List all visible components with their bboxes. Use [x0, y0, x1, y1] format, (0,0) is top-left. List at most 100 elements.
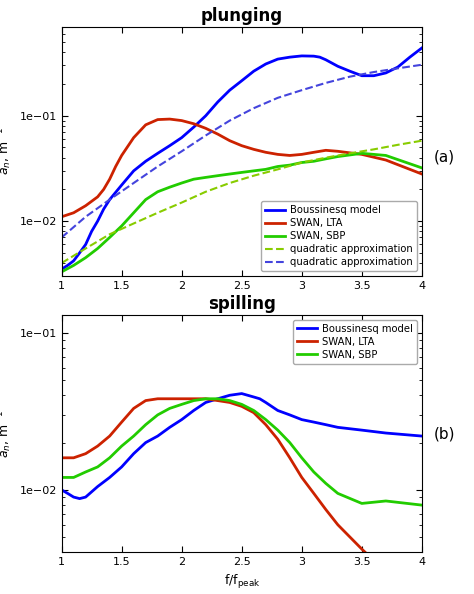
quadratic approximation: [203, 132, 209, 139]
Line: Boussinesq model: Boussinesq model: [62, 394, 422, 498]
SWAN, LTA: [311, 148, 317, 156]
SWAN, LTA: [263, 421, 269, 428]
SWAN, LTA: [143, 121, 148, 128]
quadratic approximation: [371, 68, 377, 75]
SWAN, SBP: [143, 196, 148, 203]
Line: SWAN, SBP: SWAN, SBP: [62, 153, 422, 272]
Boussinesq model: [395, 64, 401, 71]
SWAN, LTA: [107, 176, 112, 183]
Boussinesq model: [203, 399, 209, 406]
Y-axis label: $a_n$, m$^{-1}$: $a_n$, m$^{-1}$: [0, 128, 14, 175]
SWAN, LTA: [113, 163, 118, 170]
Boussinesq model: [89, 228, 94, 235]
Boussinesq model: [323, 421, 328, 428]
Boussinesq model: [227, 87, 233, 94]
SWAN, SBP: [95, 245, 100, 252]
quadratic approximation: [227, 117, 233, 124]
Boussinesq model: [215, 395, 220, 402]
Boussinesq model: [131, 450, 137, 457]
Boussinesq model: [419, 432, 425, 440]
Line: quadratic approximation: quadratic approximation: [62, 141, 422, 263]
Boussinesq model: [203, 112, 209, 119]
Boussinesq model: [257, 395, 263, 402]
SWAN, SBP: [179, 179, 184, 187]
SWAN, SBP: [215, 172, 220, 179]
Title: spilling: spilling: [208, 295, 276, 313]
SWAN, LTA: [359, 545, 365, 552]
SWAN, LTA: [383, 156, 389, 163]
SWAN, LTA: [191, 120, 197, 127]
quadratic approximation: [275, 94, 281, 102]
SWAN, SBP: [71, 262, 76, 269]
SWAN, SBP: [203, 174, 209, 181]
Boussinesq model: [287, 53, 292, 61]
SWAN, SBP: [419, 501, 425, 508]
quadratic approximation: [179, 199, 184, 206]
SWAN, LTA: [167, 115, 173, 122]
quadratic approximation: [203, 188, 209, 195]
Boussinesq model: [119, 182, 125, 189]
SWAN, LTA: [59, 213, 64, 220]
SWAN, LTA: [155, 116, 161, 123]
Boussinesq model: [227, 391, 233, 399]
SWAN, SBP: [203, 395, 209, 402]
SWAN, SBP: [167, 405, 173, 412]
Boussinesq model: [299, 52, 305, 59]
Boussinesq model: [383, 69, 389, 77]
SWAN, SBP: [191, 397, 197, 404]
quadratic approximation: [59, 234, 64, 241]
Boussinesq model: [371, 72, 377, 79]
SWAN, SBP: [383, 152, 389, 159]
SWAN, LTA: [119, 419, 125, 426]
SWAN, LTA: [299, 151, 305, 158]
SWAN, LTA: [311, 490, 317, 497]
quadratic approximation: [107, 230, 112, 238]
SWAN, LTA: [119, 152, 125, 159]
SWAN, SBP: [119, 443, 125, 450]
SWAN, LTA: [215, 131, 220, 138]
SWAN, SBP: [287, 162, 292, 169]
SWAN, LTA: [143, 397, 148, 404]
Boussinesq model: [407, 53, 413, 61]
SWAN, SBP: [263, 166, 269, 173]
SWAN, SBP: [251, 407, 256, 414]
SWAN, LTA: [239, 142, 245, 149]
SWAN, SBP: [335, 153, 341, 160]
SWAN, LTA: [203, 395, 209, 402]
SWAN, LTA: [83, 450, 89, 457]
Line: SWAN, LTA: SWAN, LTA: [62, 119, 422, 217]
SWAN, LTA: [335, 148, 341, 155]
Boussinesq model: [263, 61, 269, 68]
Boussinesq model: [155, 150, 161, 157]
Boussinesq model: [83, 494, 89, 501]
Boussinesq model: [71, 494, 76, 501]
Boussinesq model: [359, 426, 365, 434]
quadratic approximation: [131, 220, 137, 227]
quadratic approximation: [227, 179, 233, 187]
SWAN, LTA: [227, 399, 233, 406]
Legend: Boussinesq model, SWAN, LTA, SWAN, SBP, quadratic approximation, quadratic appro: Boussinesq model, SWAN, LTA, SWAN, SBP, …: [261, 201, 417, 271]
SWAN, LTA: [239, 403, 245, 410]
SWAN, SBP: [107, 234, 112, 241]
Boussinesq model: [101, 206, 107, 213]
SWAN, LTA: [227, 137, 233, 144]
SWAN, LTA: [203, 125, 209, 132]
Line: SWAN, SBP: SWAN, SBP: [62, 399, 422, 505]
Boussinesq model: [143, 439, 148, 446]
Boussinesq model: [107, 474, 112, 481]
Boussinesq model: [287, 411, 292, 418]
Boussinesq model: [299, 416, 305, 423]
quadratic approximation: [347, 73, 353, 80]
SWAN, SBP: [239, 169, 245, 176]
Boussinesq model: [179, 134, 184, 141]
Boussinesq model: [359, 72, 365, 79]
SWAN, SBP: [227, 170, 233, 178]
SWAN, LTA: [131, 405, 137, 412]
quadratic approximation: [323, 154, 328, 161]
Line: SWAN, LTA: SWAN, LTA: [62, 399, 422, 593]
SWAN, SBP: [287, 439, 292, 446]
Boussinesq model: [71, 257, 76, 264]
Text: (a): (a): [434, 150, 455, 165]
Boussinesq model: [65, 262, 71, 269]
SWAN, SBP: [119, 222, 125, 229]
